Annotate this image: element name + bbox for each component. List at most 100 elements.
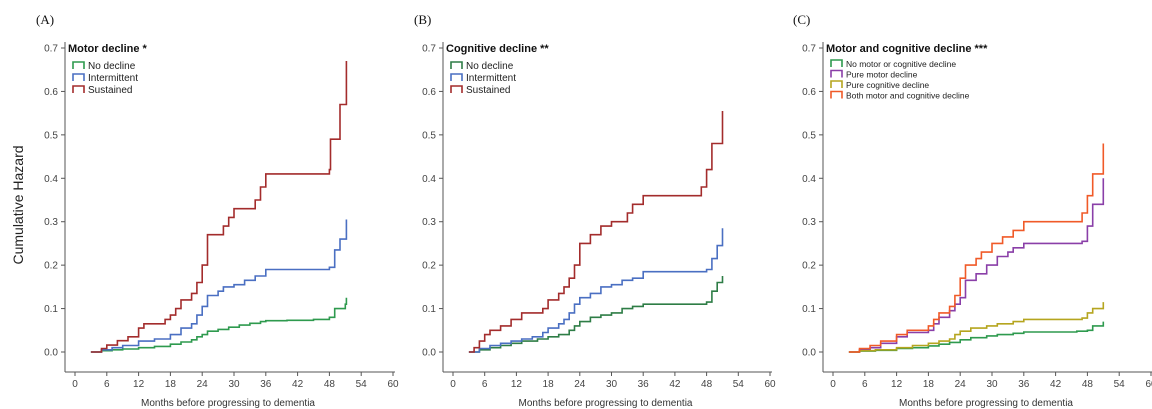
x-tick-label: 12 xyxy=(511,379,523,390)
x-tick-label: 36 xyxy=(638,379,650,390)
y-tick-label: 0.3 xyxy=(44,217,58,228)
legend-title: Motor decline * xyxy=(68,43,148,55)
legend-entry: Intermittent xyxy=(466,73,516,84)
x-tick-label: 60 xyxy=(387,379,399,390)
y-tick-label: 0.4 xyxy=(802,174,816,185)
y-tick-label: 0.4 xyxy=(44,174,58,185)
series-line-3 xyxy=(848,302,1105,353)
legend-swatch xyxy=(72,61,85,69)
legend-swatch xyxy=(830,69,843,78)
series-line-3 xyxy=(468,111,724,353)
legend-entry: Intermittent xyxy=(88,73,138,84)
x-tick-label: 12 xyxy=(133,379,145,390)
chart-panel-3: (C) 0.0 0.1 0.2 0.3 0.4 0.5 0.6 0.7 0 6 12 18 24 30 36 4… xyxy=(793,12,1152,409)
chart-panel-2: (B) 0.0 0.1 0.2 0.3 0.4 0.5 0.6 0.7 0 6 12 18 24 30 36 4… xyxy=(414,12,776,409)
y-tick-label: 0.3 xyxy=(422,217,436,228)
y-tick-label: 0.6 xyxy=(422,87,436,98)
legend-swatch xyxy=(72,85,85,93)
legend-entry: Sustained xyxy=(466,85,510,96)
x-tick-label: 42 xyxy=(1050,379,1062,390)
y-tick-label: 0.2 xyxy=(422,261,436,272)
x-tick-label: 42 xyxy=(669,379,681,390)
y-tick-label: 0.2 xyxy=(44,261,58,272)
legend-swatch xyxy=(830,59,843,67)
x-tick-label: 6 xyxy=(482,379,488,390)
y-tick-label: 0.3 xyxy=(802,217,816,228)
series-line-2 xyxy=(90,219,348,353)
x-tick-label: 36 xyxy=(1018,379,1030,390)
x-tick-label: 48 xyxy=(701,379,713,390)
y-tick-label: 0.7 xyxy=(802,44,816,55)
x-tick-label: 12 xyxy=(891,379,903,390)
x-tick-label: 0 xyxy=(830,379,836,390)
legend-title: Cognitive decline ** xyxy=(446,43,549,55)
y-tick-label: 0.7 xyxy=(422,44,436,55)
legend-swatch xyxy=(72,73,85,81)
series-line-1 xyxy=(90,297,348,353)
x-tick-label: 30 xyxy=(606,379,618,390)
legend-swatch xyxy=(450,85,463,93)
x-tick-label: 60 xyxy=(764,379,776,390)
x-tick-label: 54 xyxy=(356,379,368,390)
x-axis-label: Months before progressing to dementia xyxy=(519,398,693,409)
legend-entry: Both motor and cognitive decline xyxy=(846,91,970,101)
y-tick-label: 0.5 xyxy=(44,130,58,141)
series-line-4 xyxy=(848,143,1105,353)
x-tick-label: 24 xyxy=(955,379,967,390)
y-tick-label: 0.1 xyxy=(422,304,436,315)
series-line-1 xyxy=(468,276,724,353)
x-tick-label: 42 xyxy=(292,379,304,390)
x-tick-label: 48 xyxy=(324,379,336,390)
x-tick-label: 24 xyxy=(197,379,209,390)
x-axis-label: Months before progressing to dementia xyxy=(899,398,1073,409)
x-tick-label: 54 xyxy=(1114,379,1126,390)
x-tick-label: 18 xyxy=(165,379,177,390)
y-tick-label: 0.4 xyxy=(422,174,436,185)
panels: (A) 0.0 0.1 0.2 0.3 0.4 0.5 0.6 0.7 0 6 12 18 24 30 36 4… xyxy=(36,12,1152,409)
y-tick-label: 0.6 xyxy=(802,87,816,98)
x-tick-label: 30 xyxy=(228,379,240,390)
x-tick-label: 18 xyxy=(923,379,935,390)
series-line-2 xyxy=(468,228,724,353)
y-tick-label: 0.6 xyxy=(44,87,58,98)
x-tick-label: 60 xyxy=(1145,379,1152,390)
panel-label: (A) xyxy=(36,12,54,27)
legend-entry: Sustained xyxy=(88,85,132,96)
y-tick-label: 0.1 xyxy=(802,304,816,315)
legend-entry: No decline xyxy=(466,61,514,72)
legend-swatch xyxy=(450,73,463,81)
series-line-1 xyxy=(848,321,1105,353)
legend-entry: Pure cognitive decline xyxy=(846,80,929,90)
panel-label: (B) xyxy=(414,12,431,27)
x-tick-label: 0 xyxy=(72,379,78,390)
x-tick-label: 18 xyxy=(543,379,555,390)
y-tick-label: 0.0 xyxy=(44,348,58,359)
x-tick-label: 36 xyxy=(260,379,272,390)
y-tick-label: 0.7 xyxy=(44,44,58,55)
x-tick-label: 48 xyxy=(1082,379,1094,390)
x-tick-label: 6 xyxy=(862,379,868,390)
legend-entry: No motor or cognitive decline xyxy=(846,59,956,69)
y-tick-label: 0.2 xyxy=(802,261,816,272)
x-tick-label: 24 xyxy=(574,379,586,390)
x-tick-label: 30 xyxy=(986,379,998,390)
y-tick-label: 0.1 xyxy=(44,304,58,315)
x-tick-label: 6 xyxy=(104,379,110,390)
legend-swatch xyxy=(830,80,843,88)
x-axis-label: Months before progressing to dementia xyxy=(141,398,315,409)
x-tick-label: 0 xyxy=(450,379,456,390)
panel-label: (C) xyxy=(793,12,810,27)
series-line-3 xyxy=(90,61,348,353)
legend-entry: No decline xyxy=(88,61,136,72)
legend-entry: Pure motor decline xyxy=(846,70,918,80)
legend-swatch xyxy=(830,90,843,99)
legend-swatch xyxy=(450,61,463,69)
y-tick-label: 0.5 xyxy=(422,130,436,141)
legend-title: Motor and cognitive decline *** xyxy=(826,43,988,55)
y-tick-label: 0.0 xyxy=(422,348,436,359)
chart-panel-1: (A) 0.0 0.1 0.2 0.3 0.4 0.5 0.6 0.7 0 6 12 18 24 30 36 4… xyxy=(36,12,399,409)
x-tick-label: 54 xyxy=(733,379,745,390)
y-tick-label: 0.5 xyxy=(802,130,816,141)
y-tick-label: 0.0 xyxy=(802,348,816,359)
